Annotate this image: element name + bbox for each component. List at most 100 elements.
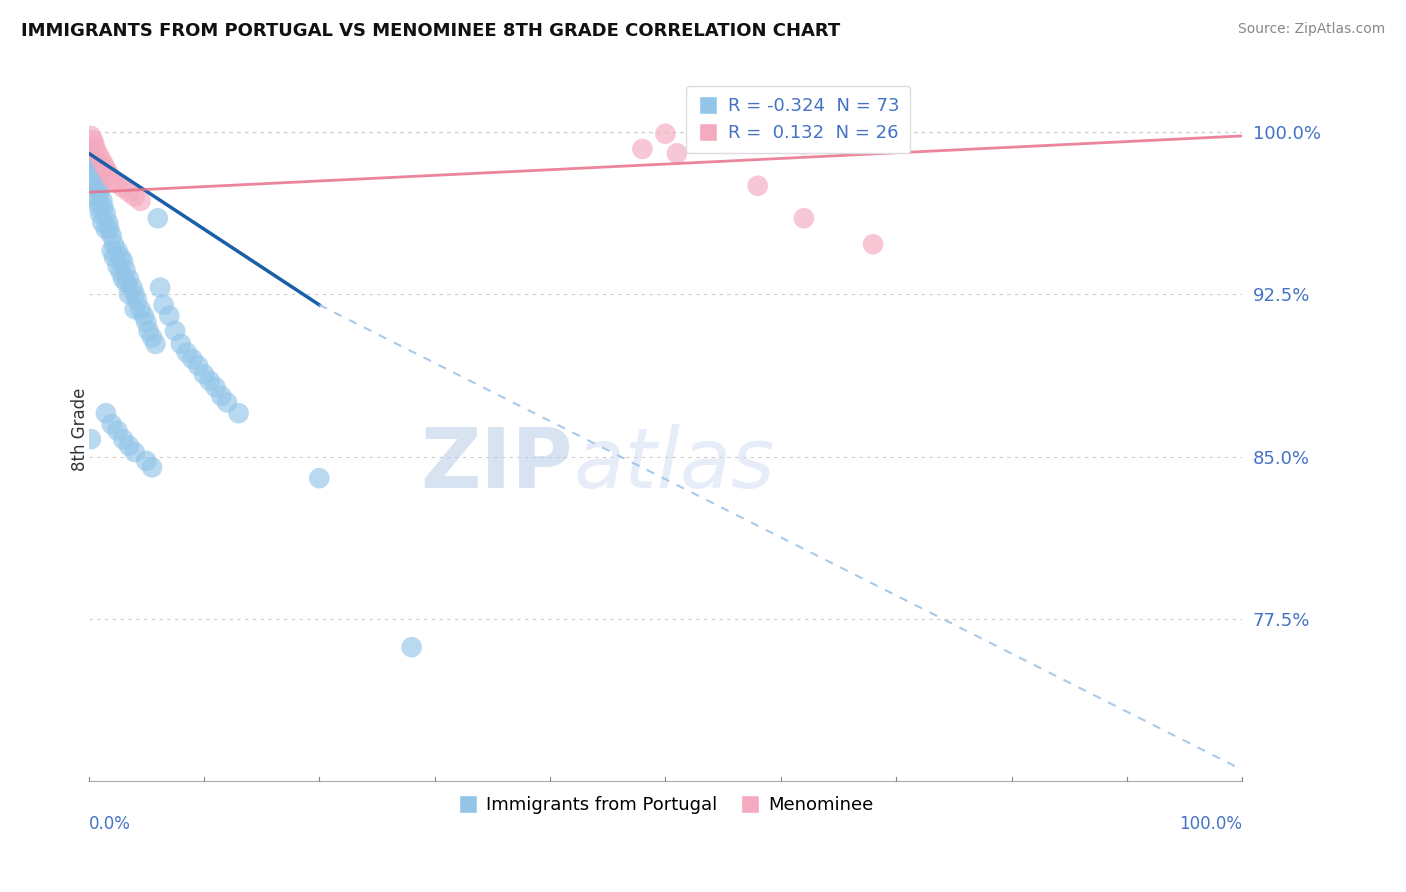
Point [80,157,103,171]
Point [96,163,118,178]
Point [132,309,155,323]
Point [80,146,103,161]
Point [112,432,135,446]
Point [97,216,120,230]
Point [107,424,129,438]
Text: Source: ZipAtlas.com: Source: ZipAtlas.com [1237,22,1385,37]
Point [83,177,105,191]
Point [165,324,187,338]
Point [215,395,238,409]
Point [631,142,654,156]
Point [83,159,105,173]
Point [181,352,204,367]
Point [100,244,122,258]
Point [112,272,135,286]
Point [138,324,160,338]
Point [118,439,141,453]
Point [141,330,163,344]
Point [87,201,110,215]
Point [83,137,105,152]
Point [115,277,138,291]
Point [110,265,132,279]
Point [149,280,172,294]
Point [82,155,104,169]
Point [724,131,747,145]
Point [98,168,121,182]
Point [118,272,141,286]
Point [91,216,114,230]
Text: atlas: atlas [574,424,775,505]
Point [135,454,157,468]
Point [86,178,108,193]
Point [862,237,884,252]
Point [93,159,115,173]
Point [747,178,769,193]
Point [114,263,136,277]
Legend: Immigrants from Portugal, Menominee: Immigrants from Portugal, Menominee [450,789,880,822]
Point [124,189,146,203]
Point [87,194,110,208]
Point [87,146,110,161]
Point [94,222,117,236]
Point [112,254,135,268]
Point [170,337,193,351]
Text: 100.0%: 100.0% [1180,815,1243,833]
Point [91,194,114,208]
Point [94,406,117,420]
Point [209,389,232,403]
Point [86,189,108,203]
Point [93,201,115,215]
Point [112,181,135,195]
Point [87,172,110,186]
Point [146,211,169,226]
Point [110,250,132,264]
Point [141,460,163,475]
Point [100,228,122,243]
Point [84,142,107,156]
Point [187,359,209,373]
Point [654,127,676,141]
Y-axis label: 8th Grade: 8th Grade [72,388,89,471]
Point [100,417,122,431]
Point [121,280,143,294]
Point [157,309,180,323]
Point [401,640,423,654]
Point [82,172,104,186]
Point [100,172,122,186]
Point [129,302,152,317]
Point [124,302,146,317]
Point [129,194,152,208]
Point [80,128,103,143]
Point [87,181,110,195]
Point [793,211,815,226]
Point [80,151,103,165]
Point [689,128,711,143]
Point [308,471,330,485]
Point [107,244,129,258]
Point [89,151,111,165]
Text: ZIP: ZIP [420,424,574,505]
Point [758,133,780,147]
Point [103,250,125,264]
Point [124,445,146,459]
Point [793,137,815,152]
Point [124,287,146,301]
Text: 0.0%: 0.0% [89,815,131,833]
Point [665,146,688,161]
Point [94,207,117,221]
Point [89,186,111,200]
Point [145,337,167,351]
Point [98,222,121,236]
Point [204,380,226,394]
Point [118,186,141,200]
Point [80,163,103,178]
Point [176,345,198,359]
Point [198,374,221,388]
Point [107,177,129,191]
Point [107,259,129,273]
Point [125,293,148,308]
Point [152,298,174,312]
Point [135,315,157,329]
Point [193,368,215,382]
Point [103,237,125,252]
